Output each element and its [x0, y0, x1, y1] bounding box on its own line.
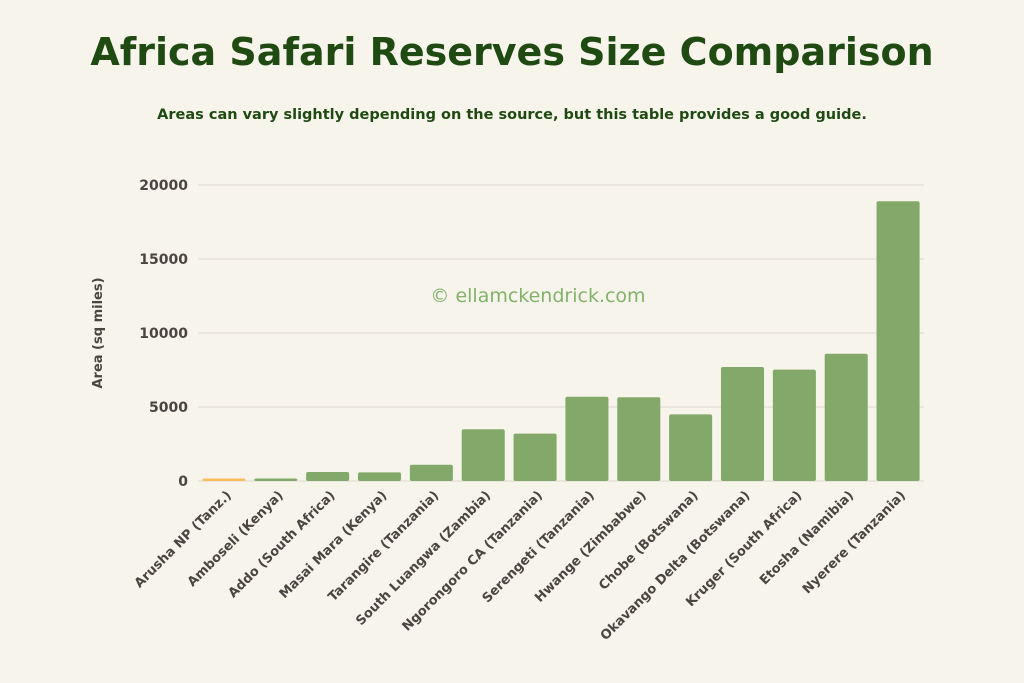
chart-title: Africa Safari Reserves Size Comparison: [90, 30, 934, 74]
y-tick-label: 0: [178, 474, 188, 490]
y-tick-label: 20000: [139, 178, 188, 194]
x-tick-label: Nyerere (Tanzania): [800, 488, 909, 597]
watermark: © ellamckendrick.com: [430, 285, 645, 307]
bar: [876, 201, 920, 481]
chart-subtitle: Areas can vary slightly depending on the…: [157, 107, 867, 123]
bar: [669, 414, 713, 481]
bar: [461, 429, 505, 481]
bar: [513, 433, 557, 481]
x-tick-label: Chobe (Botswana): [596, 488, 701, 593]
bar: [306, 471, 350, 481]
y-tick-label: 15000: [139, 252, 188, 268]
y-axis-label: Area (sq miles): [91, 277, 106, 388]
bar: [617, 397, 661, 481]
x-tick-label: Amboseli (Kenya): [185, 488, 287, 590]
bar: [824, 353, 868, 481]
bar: [720, 367, 765, 481]
x-tick-label: Arusha NP (Tanz.): [132, 488, 235, 591]
x-tick-label: Addo (South Africa): [226, 488, 339, 601]
bar: [202, 478, 246, 481]
y-tick-label: 10000: [139, 326, 188, 342]
bar: [565, 396, 609, 481]
bar: [772, 369, 816, 481]
x-tick-label: Etosha (Namibia): [757, 488, 857, 588]
bar: [409, 464, 453, 481]
y-tick-label: 5000: [149, 400, 188, 416]
x-tick-label: Masai Mara (Kenya): [277, 488, 391, 602]
bar: [357, 472, 402, 481]
bar: [254, 478, 298, 481]
